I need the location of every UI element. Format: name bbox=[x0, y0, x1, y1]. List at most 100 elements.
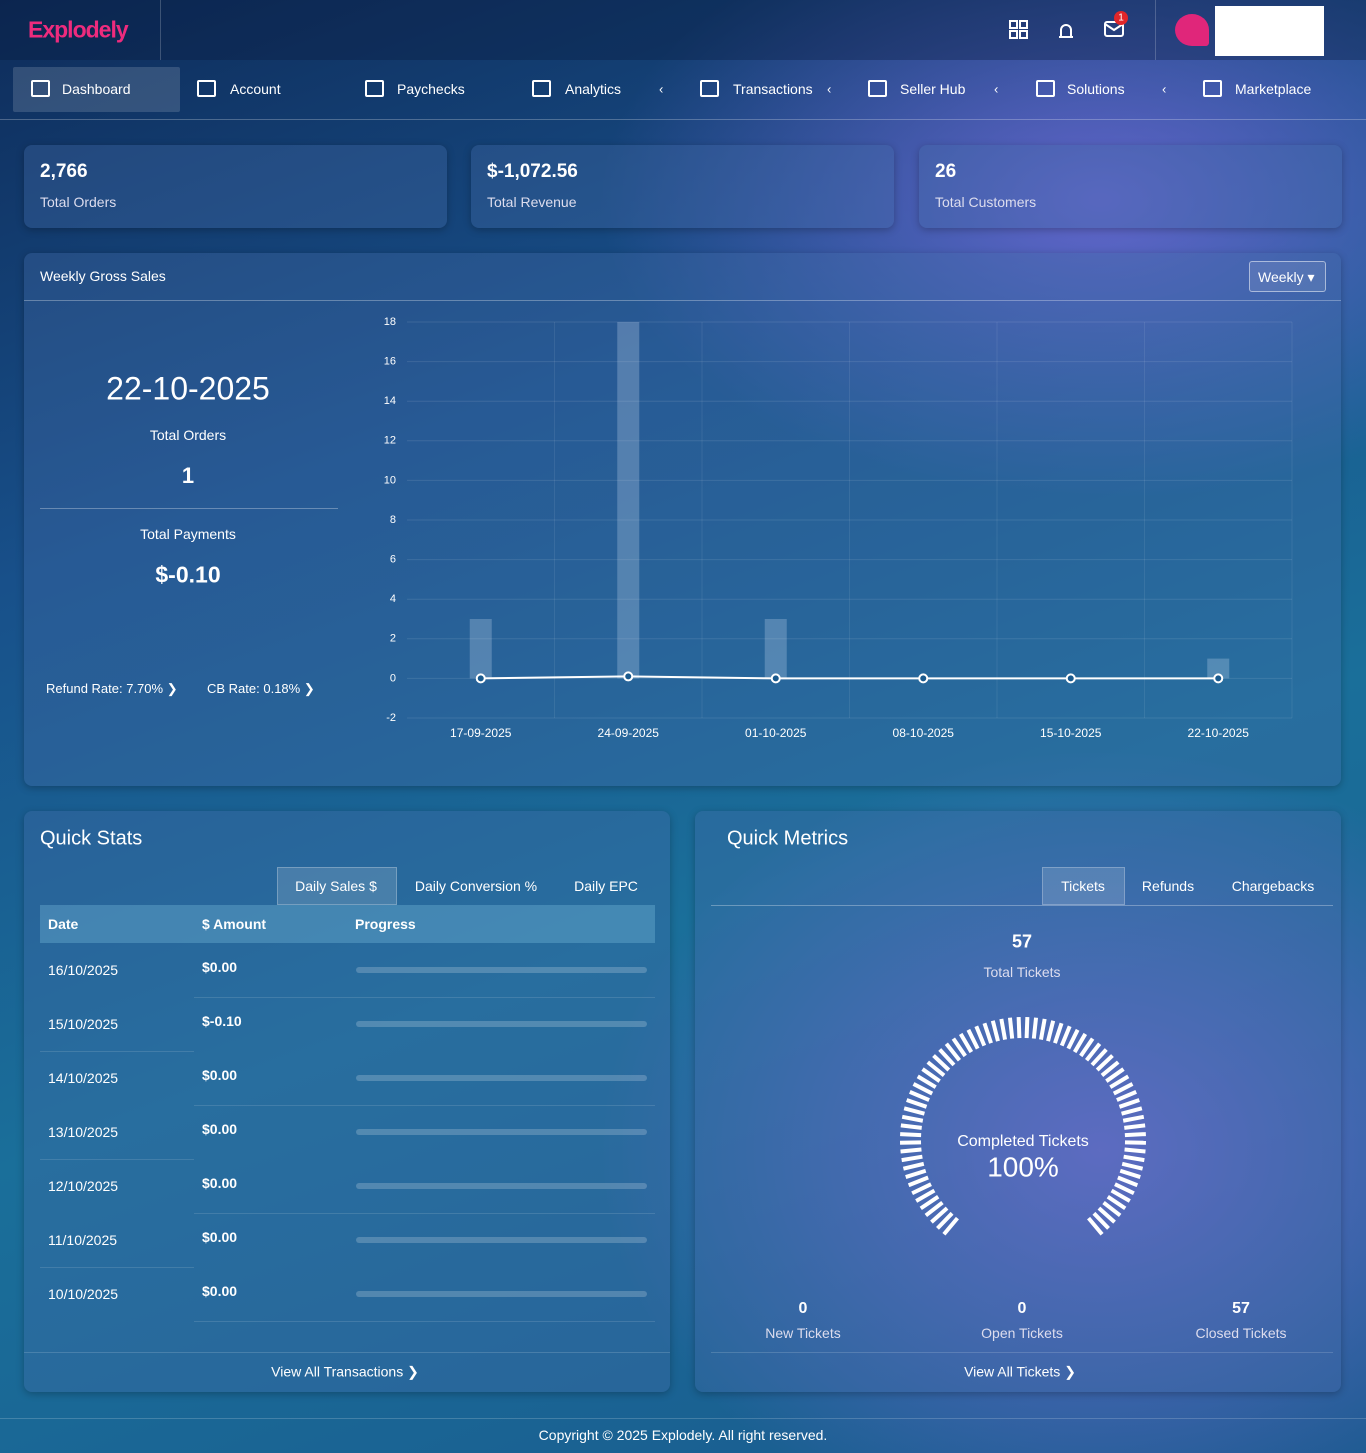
nav-item[interactable]: Transactions bbox=[733, 81, 813, 97]
tab[interactable]: Refunds bbox=[1141, 878, 1195, 894]
gauge-tick bbox=[906, 1098, 928, 1109]
gauge-tick bbox=[1106, 1195, 1127, 1211]
nav-icon[interactable] bbox=[31, 80, 50, 97]
quick-stats-card bbox=[24, 811, 670, 1392]
nav-item[interactable]: Paychecks bbox=[397, 81, 465, 97]
orders-label: Total Orders bbox=[149, 427, 227, 443]
bar bbox=[617, 322, 640, 679]
tab[interactable]: Chargebacks bbox=[1231, 878, 1315, 894]
refund-rate-text[interactable]: Refund Rate: 7.70% bbox=[46, 681, 164, 696]
refund-rate[interactable]: Refund Rate: 7.70% ❯ bbox=[46, 681, 178, 696]
tab[interactable]: Daily EPC bbox=[574, 878, 638, 894]
cb-rate-text[interactable]: CB Rate: 0.18% bbox=[207, 681, 301, 696]
gauge-tick bbox=[1122, 1114, 1145, 1123]
y-tick-label: 10 bbox=[384, 474, 396, 486]
copyright: Copyright © 2025 Explodely. All right re… bbox=[538, 1427, 828, 1443]
nav-item[interactable]: Analytics bbox=[565, 81, 622, 97]
progress-track bbox=[356, 1021, 647, 1027]
profile-box[interactable] bbox=[1215, 6, 1324, 56]
badge bbox=[1114, 11, 1128, 25]
gauge-tick bbox=[1110, 1188, 1131, 1203]
count-label: Closed Tickets bbox=[1195, 1325, 1287, 1341]
gauge-tick bbox=[1114, 1182, 1135, 1196]
gauge-tick bbox=[1087, 1216, 1104, 1236]
gauge-tick bbox=[1072, 1032, 1088, 1054]
nav-icon[interactable] bbox=[365, 80, 384, 97]
stat-label: Total Revenue bbox=[487, 194, 577, 210]
nav-icon[interactable] bbox=[197, 80, 216, 97]
gauge-tick bbox=[900, 1123, 922, 1130]
header-icons: 1 bbox=[1009, 11, 1128, 39]
divider bbox=[711, 1352, 1333, 1353]
gauge-tick bbox=[1124, 1147, 1146, 1154]
nav-icon[interactable] bbox=[1203, 80, 1222, 97]
nav-icon[interactable] bbox=[868, 80, 887, 97]
tab[interactable]: Daily Conversion % bbox=[414, 878, 538, 894]
row-divider bbox=[194, 997, 655, 998]
avatar-icon[interactable] bbox=[1175, 14, 1209, 46]
date-cell: 11/10/2025 bbox=[48, 1232, 118, 1248]
gauge-tick bbox=[982, 1022, 993, 1044]
cb-rate[interactable]: CB Rate: 0.18% ❯ bbox=[207, 681, 315, 696]
divider bbox=[160, 0, 161, 60]
divider bbox=[24, 1352, 670, 1353]
nav-chevron[interactable]: ‹ bbox=[827, 81, 832, 97]
tab[interactable]: Tickets bbox=[1061, 878, 1105, 894]
gauge-tick bbox=[930, 1206, 949, 1224]
nav-item[interactable]: Dashboard bbox=[62, 81, 131, 97]
nav-icon[interactable] bbox=[532, 80, 551, 97]
nav-chevron[interactable]: ‹ bbox=[1162, 81, 1167, 97]
link-text[interactable]: View All Tickets bbox=[964, 1363, 1061, 1380]
gauge-tick bbox=[1079, 1037, 1095, 1058]
x-tick-label: 22-10-2025 bbox=[1188, 726, 1250, 740]
gauge-tick bbox=[1119, 1168, 1141, 1179]
gauge-tick bbox=[901, 1114, 924, 1123]
amount-cell: $0.00 bbox=[202, 1121, 238, 1137]
count-value: 0 bbox=[1017, 1300, 1027, 1317]
table-header bbox=[40, 905, 655, 943]
progress-track bbox=[356, 1129, 647, 1135]
nav-chevron[interactable]: ‹ bbox=[994, 81, 999, 97]
gauge-tick bbox=[944, 1042, 961, 1062]
gauge-tick bbox=[915, 1188, 936, 1203]
progress-track bbox=[356, 1183, 647, 1189]
gauge-tick bbox=[919, 1195, 940, 1211]
amount-cell: $0.00 bbox=[202, 1067, 238, 1083]
date-cell: 10/10/2025 bbox=[48, 1286, 119, 1302]
gauge-tick bbox=[1059, 1025, 1072, 1047]
view-all-tickets[interactable]: View All Tickets ❯ bbox=[964, 1363, 1076, 1380]
y-tick-label: 8 bbox=[390, 514, 396, 526]
tab[interactable]: Daily Sales $ bbox=[295, 878, 377, 894]
nav-icon[interactable] bbox=[700, 80, 719, 97]
nav-item[interactable]: Seller Hub bbox=[900, 81, 966, 97]
x-tick-label: 17-09-2025 bbox=[450, 726, 512, 740]
gauge-tick bbox=[1085, 1042, 1102, 1062]
progress-track bbox=[356, 1075, 647, 1081]
gauge-tick bbox=[1007, 1017, 1015, 1039]
gauge-tick bbox=[936, 1211, 954, 1230]
brand[interactable]: Explodely bbox=[28, 16, 129, 43]
y-tick-label: 12 bbox=[384, 435, 396, 447]
count-label: New Tickets bbox=[765, 1325, 841, 1341]
gauge-tick bbox=[912, 1082, 934, 1096]
row-divider bbox=[194, 1213, 655, 1214]
y-tick-label: -2 bbox=[386, 712, 396, 724]
gauge-tick bbox=[1100, 1060, 1120, 1077]
nav-chevron[interactable]: ‹ bbox=[659, 81, 664, 97]
stat-label: Total Customers bbox=[935, 194, 1037, 210]
nav-item[interactable]: Marketplace bbox=[1235, 81, 1312, 97]
period-label[interactable]: Weekly bbox=[1258, 269, 1304, 285]
stat-value: 2,766 bbox=[40, 161, 88, 182]
y-tick-label: 14 bbox=[384, 395, 396, 407]
nav-icon[interactable] bbox=[1036, 80, 1055, 97]
period-button[interactable]: Weekly ▾ bbox=[1249, 261, 1326, 292]
gauge-tick bbox=[903, 1106, 925, 1116]
view-all-transactions[interactable]: View All Transactions ❯ bbox=[271, 1363, 419, 1380]
x-tick-label: 01-10-2025 bbox=[745, 726, 807, 740]
nav-item[interactable]: Solutions bbox=[1067, 81, 1125, 97]
y-tick-label: 4 bbox=[390, 593, 396, 605]
card-title: Quick Stats bbox=[40, 827, 143, 850]
nav-item[interactable]: Account bbox=[230, 81, 281, 97]
link-text[interactable]: View All Transactions bbox=[271, 1363, 404, 1380]
date-cell: 14/10/2025 bbox=[48, 1070, 119, 1086]
